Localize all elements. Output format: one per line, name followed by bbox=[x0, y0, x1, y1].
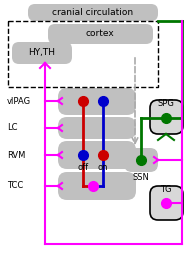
FancyBboxPatch shape bbox=[124, 148, 158, 172]
Text: cortex: cortex bbox=[86, 29, 114, 39]
Bar bbox=[8, 21, 158, 87]
FancyBboxPatch shape bbox=[58, 88, 136, 115]
FancyBboxPatch shape bbox=[58, 141, 136, 169]
Text: SPG: SPG bbox=[157, 98, 174, 108]
FancyBboxPatch shape bbox=[58, 117, 136, 139]
Text: on: on bbox=[98, 163, 108, 171]
Text: TG: TG bbox=[160, 185, 172, 193]
FancyBboxPatch shape bbox=[28, 4, 158, 21]
Text: cranial circulation: cranial circulation bbox=[52, 8, 134, 17]
FancyBboxPatch shape bbox=[150, 100, 183, 134]
Text: HY,TH: HY,TH bbox=[29, 49, 56, 57]
Text: vlPAG: vlPAG bbox=[7, 97, 31, 105]
Text: SSN: SSN bbox=[133, 173, 149, 181]
FancyBboxPatch shape bbox=[58, 172, 136, 200]
Text: off: off bbox=[77, 163, 89, 171]
FancyBboxPatch shape bbox=[150, 186, 183, 220]
FancyBboxPatch shape bbox=[12, 42, 72, 64]
FancyBboxPatch shape bbox=[48, 24, 153, 44]
Text: TCC: TCC bbox=[7, 181, 23, 191]
Text: RVM: RVM bbox=[7, 151, 25, 159]
Text: LC: LC bbox=[7, 123, 18, 133]
